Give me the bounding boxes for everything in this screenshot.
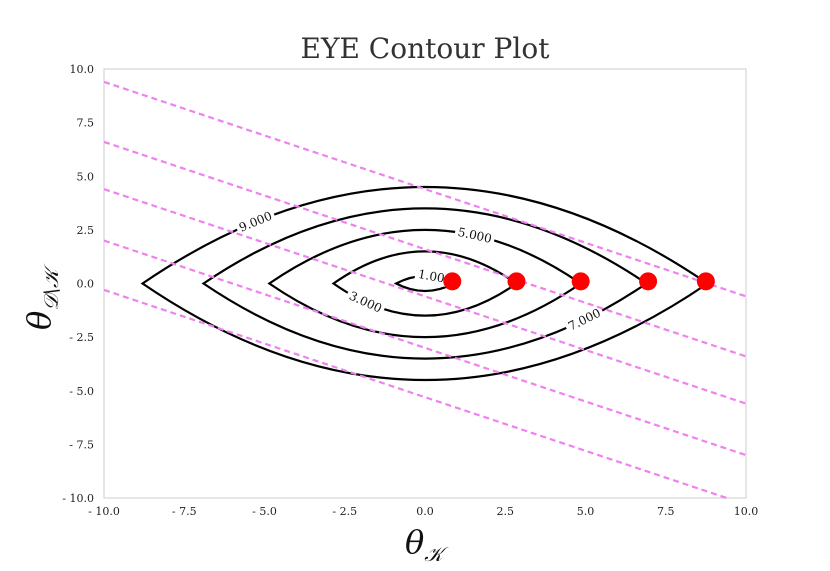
y-tick-layer: - 10.0 - 7.5 - 5.0 - 2.5 0.0 2.5 5.0 7.5 10.0 <box>62 63 94 505</box>
x-tick-label: 2.5 <box>497 505 515 518</box>
contour-label-bg-3.000 <box>344 286 388 318</box>
y-tick-label: - 10.0 <box>62 492 94 505</box>
data-point-4 <box>696 272 715 291</box>
y-tick-label: 0.0 <box>77 278 95 291</box>
y-axis-label-sub: 𝒟\𝒦 <box>39 263 63 311</box>
y-axis-label: θ𝒟\𝒦 <box>20 263 63 330</box>
dashed-line-layer <box>103 80 747 500</box>
svg-text:θ𝒦: θ𝒦 <box>405 523 449 566</box>
data-point-2 <box>571 272 590 291</box>
data-point-3 <box>639 272 658 291</box>
svg-text:θ𝒟\𝒦: θ𝒟\𝒦 <box>20 263 63 330</box>
x-tick-layer: - 10.0 - 7.5 - 5.0 - 2.5 0.0 2.5 5.0 7.5 10.0 <box>88 505 758 518</box>
y-tick-label: 7.5 <box>77 117 95 130</box>
dashed-line-4 <box>103 288 728 500</box>
x-tick-label: - 5.0 <box>252 505 277 518</box>
contour-label-9.000: 9.000 <box>237 209 274 235</box>
data-point-0 <box>443 272 462 291</box>
y-tick-label: 2.5 <box>77 224 95 237</box>
x-axis-label-main: θ <box>405 523 424 561</box>
y-axis-label-main: θ <box>20 311 58 330</box>
x-tick-label: 5.0 <box>577 505 595 518</box>
x-tick-label: 0.0 <box>416 505 434 518</box>
contour-line-9.000 <box>140 185 710 382</box>
dashed-line-3 <box>103 239 747 457</box>
contour-label-bg-5.000 <box>453 223 497 248</box>
x-tick-label: 7.5 <box>657 505 675 518</box>
x-axis-label-sub: 𝒦 <box>424 542 449 566</box>
point-layer <box>443 272 715 291</box>
x-axis-label: θ𝒦 <box>405 523 449 566</box>
x-tick-label: 10.0 <box>734 505 759 518</box>
contour-line-5.000 <box>267 228 583 339</box>
y-tick-label: 5.0 <box>77 170 95 183</box>
y-tick-label: - 7.5 <box>69 438 94 451</box>
contour-label-3.000: 3.000 <box>347 289 384 316</box>
contour-label-bg-9.000 <box>233 206 278 237</box>
y-tick-label: - 2.5 <box>69 331 94 344</box>
plot-frame <box>103 68 747 499</box>
x-tick-label: - 2.5 <box>332 505 357 518</box>
dashed-line-2 <box>103 188 747 405</box>
dashed-line-1 <box>103 140 747 358</box>
y-tick-label: 10.0 <box>70 63 95 76</box>
contour-label-7.000: 7.000 <box>566 306 603 334</box>
chart-title: EYE Contour Plot <box>301 32 551 65</box>
x-tick-label: - 10.0 <box>88 505 120 518</box>
contour-label-bg-7.000 <box>562 303 606 336</box>
x-tick-label: - 7.5 <box>172 505 197 518</box>
data-point-1 <box>507 272 526 291</box>
y-tick-label: - 5.0 <box>69 385 94 398</box>
dashed-line-0 <box>103 80 747 298</box>
